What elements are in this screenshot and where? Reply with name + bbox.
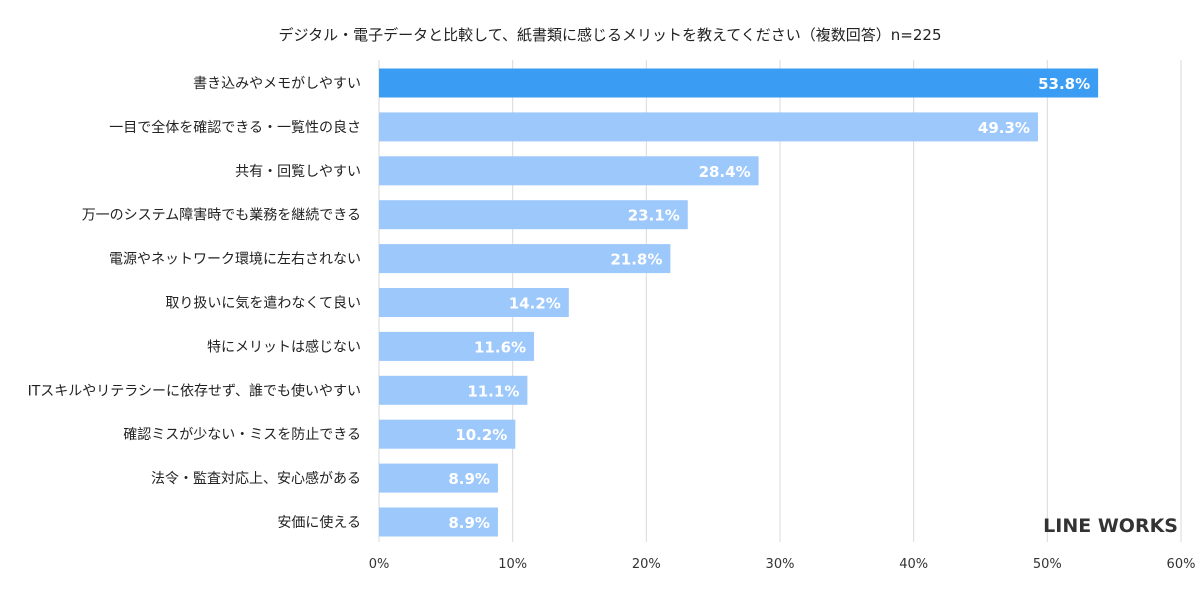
- line-works-logo: LINE WORKS: [1043, 515, 1178, 537]
- data-label: 28.4%: [699, 163, 751, 181]
- bar: [379, 288, 569, 317]
- bar: [379, 463, 498, 493]
- category-label: 一目で全体を確認できる・一覧性の良さ: [109, 119, 361, 136]
- bar: [379, 68, 1099, 98]
- x-tick-label: 20%: [632, 557, 661, 572]
- category-label: 共有・回覧しやすい: [235, 163, 361, 180]
- category-label: 特にメリットは感じない: [207, 338, 361, 355]
- x-tick-label: 10%: [498, 557, 527, 572]
- bars: [379, 68, 1099, 537]
- data-label: 49.3%: [978, 119, 1030, 137]
- bar: [379, 331, 535, 361]
- category-label: 書き込みやメモがしやすい: [193, 76, 361, 92]
- data-label: 14.2%: [509, 295, 561, 313]
- x-tick-label: 50%: [1033, 557, 1062, 572]
- data-label: 8.9%: [448, 514, 490, 532]
- x-tick-label: 60%: [1167, 557, 1196, 572]
- bar: [379, 156, 759, 186]
- x-tick-label: 0%: [369, 557, 390, 572]
- data-label: 11.6%: [474, 338, 526, 356]
- category-label: ITスキルやリテラシーに依存せず、誰でも使いやすい: [28, 382, 361, 399]
- bar: [379, 375, 528, 405]
- data-label: 11.1%: [467, 382, 519, 400]
- category-label: 法令・監査対応上、安心感がある: [151, 470, 361, 487]
- data-label: 10.2%: [455, 426, 507, 444]
- category-label: 安価に使える: [277, 514, 361, 531]
- data-label: 8.9%: [448, 470, 490, 488]
- x-tick-label: 40%: [899, 557, 928, 572]
- bar: [379, 244, 671, 274]
- category-label: 万一のシステム障害時でも業務を継続できる: [82, 207, 361, 224]
- x-axis-tick-labels: 0% 10% 20% 30% 40% 50% 60%: [369, 557, 1196, 572]
- data-label: 53.8%: [1038, 75, 1090, 93]
- bar: [379, 112, 1038, 142]
- data-labels: 53.8% 49.3% 28.4% 23.1% 21.8% 14.2% 11.6% 11.1%…: [448, 75, 1090, 532]
- bar: [379, 200, 688, 230]
- category-label: 電源やネットワーク環境に左右されない: [109, 252, 361, 268]
- chart-title: デジタル・電子データと比較して、紙書類に感じるメリットを教えてください（複数回答…: [278, 26, 941, 44]
- category-label: 確認ミスが少ない・ミスを防止できる: [123, 427, 361, 443]
- bar: [379, 419, 516, 449]
- category-label: 取り扱いに気を遣わなくて良い: [165, 296, 361, 312]
- category-labels: 書き込みやメモがしやすい一目で全体を確認できる・一覧性の良さ共有・回覧しやすい万…: [28, 76, 361, 531]
- data-label: 23.1%: [628, 207, 680, 225]
- data-label: 21.8%: [610, 251, 662, 269]
- bar: [379, 507, 498, 537]
- x-tick-label: 30%: [766, 557, 795, 572]
